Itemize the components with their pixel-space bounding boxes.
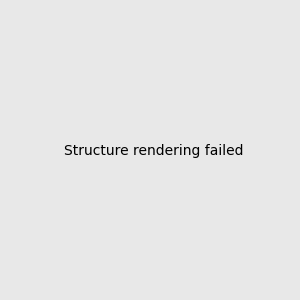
Text: Structure rendering failed: Structure rendering failed: [64, 145, 244, 158]
